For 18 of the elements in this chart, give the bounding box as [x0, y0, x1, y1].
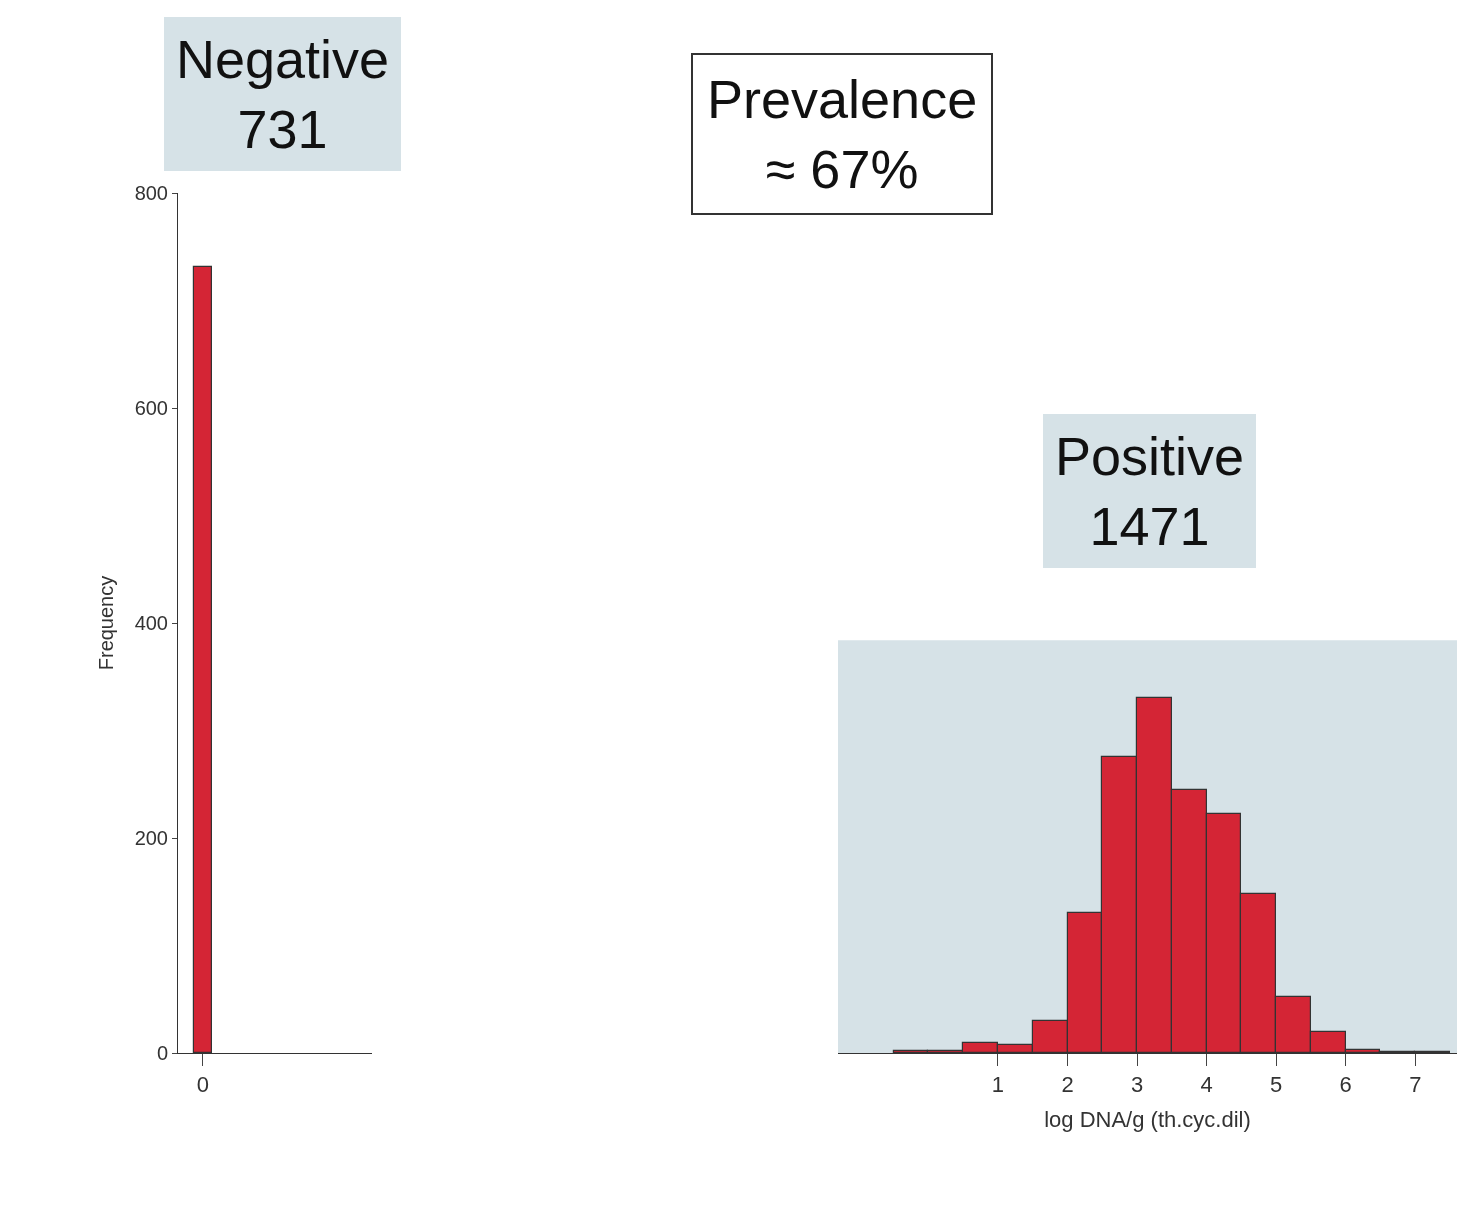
text: Negative 731	[176, 29, 390, 160]
x-tick-label: 7	[1409, 1072, 1422, 1098]
x-tick-label: 3	[1130, 1072, 1144, 1098]
y-tick-label: 200	[134, 827, 168, 849]
x-axis-title: log DNA/g (th.cyc.dil)	[1044, 1107, 1251, 1133]
y-tick-label: 0	[156, 1042, 168, 1064]
x-tick-label: 1	[991, 1072, 1005, 1098]
y-tick-label: 600	[134, 397, 168, 419]
x-tick-label: 0	[196, 1072, 209, 1098]
y-tick-label: 800	[134, 182, 168, 204]
x-tick-label: 2	[1061, 1072, 1074, 1098]
y-axis-title: Frequency	[95, 575, 118, 671]
x-tick-label: 4	[1200, 1072, 1213, 1098]
annotation: Prevalence ≈ 67%	[707, 69, 978, 200]
x-tick-label: 6	[1339, 1072, 1352, 1098]
annotation: Positive 1471	[1055, 426, 1245, 557]
y-tick-label: 400	[134, 612, 168, 634]
x-tick-label: 5	[1270, 1072, 1283, 1098]
